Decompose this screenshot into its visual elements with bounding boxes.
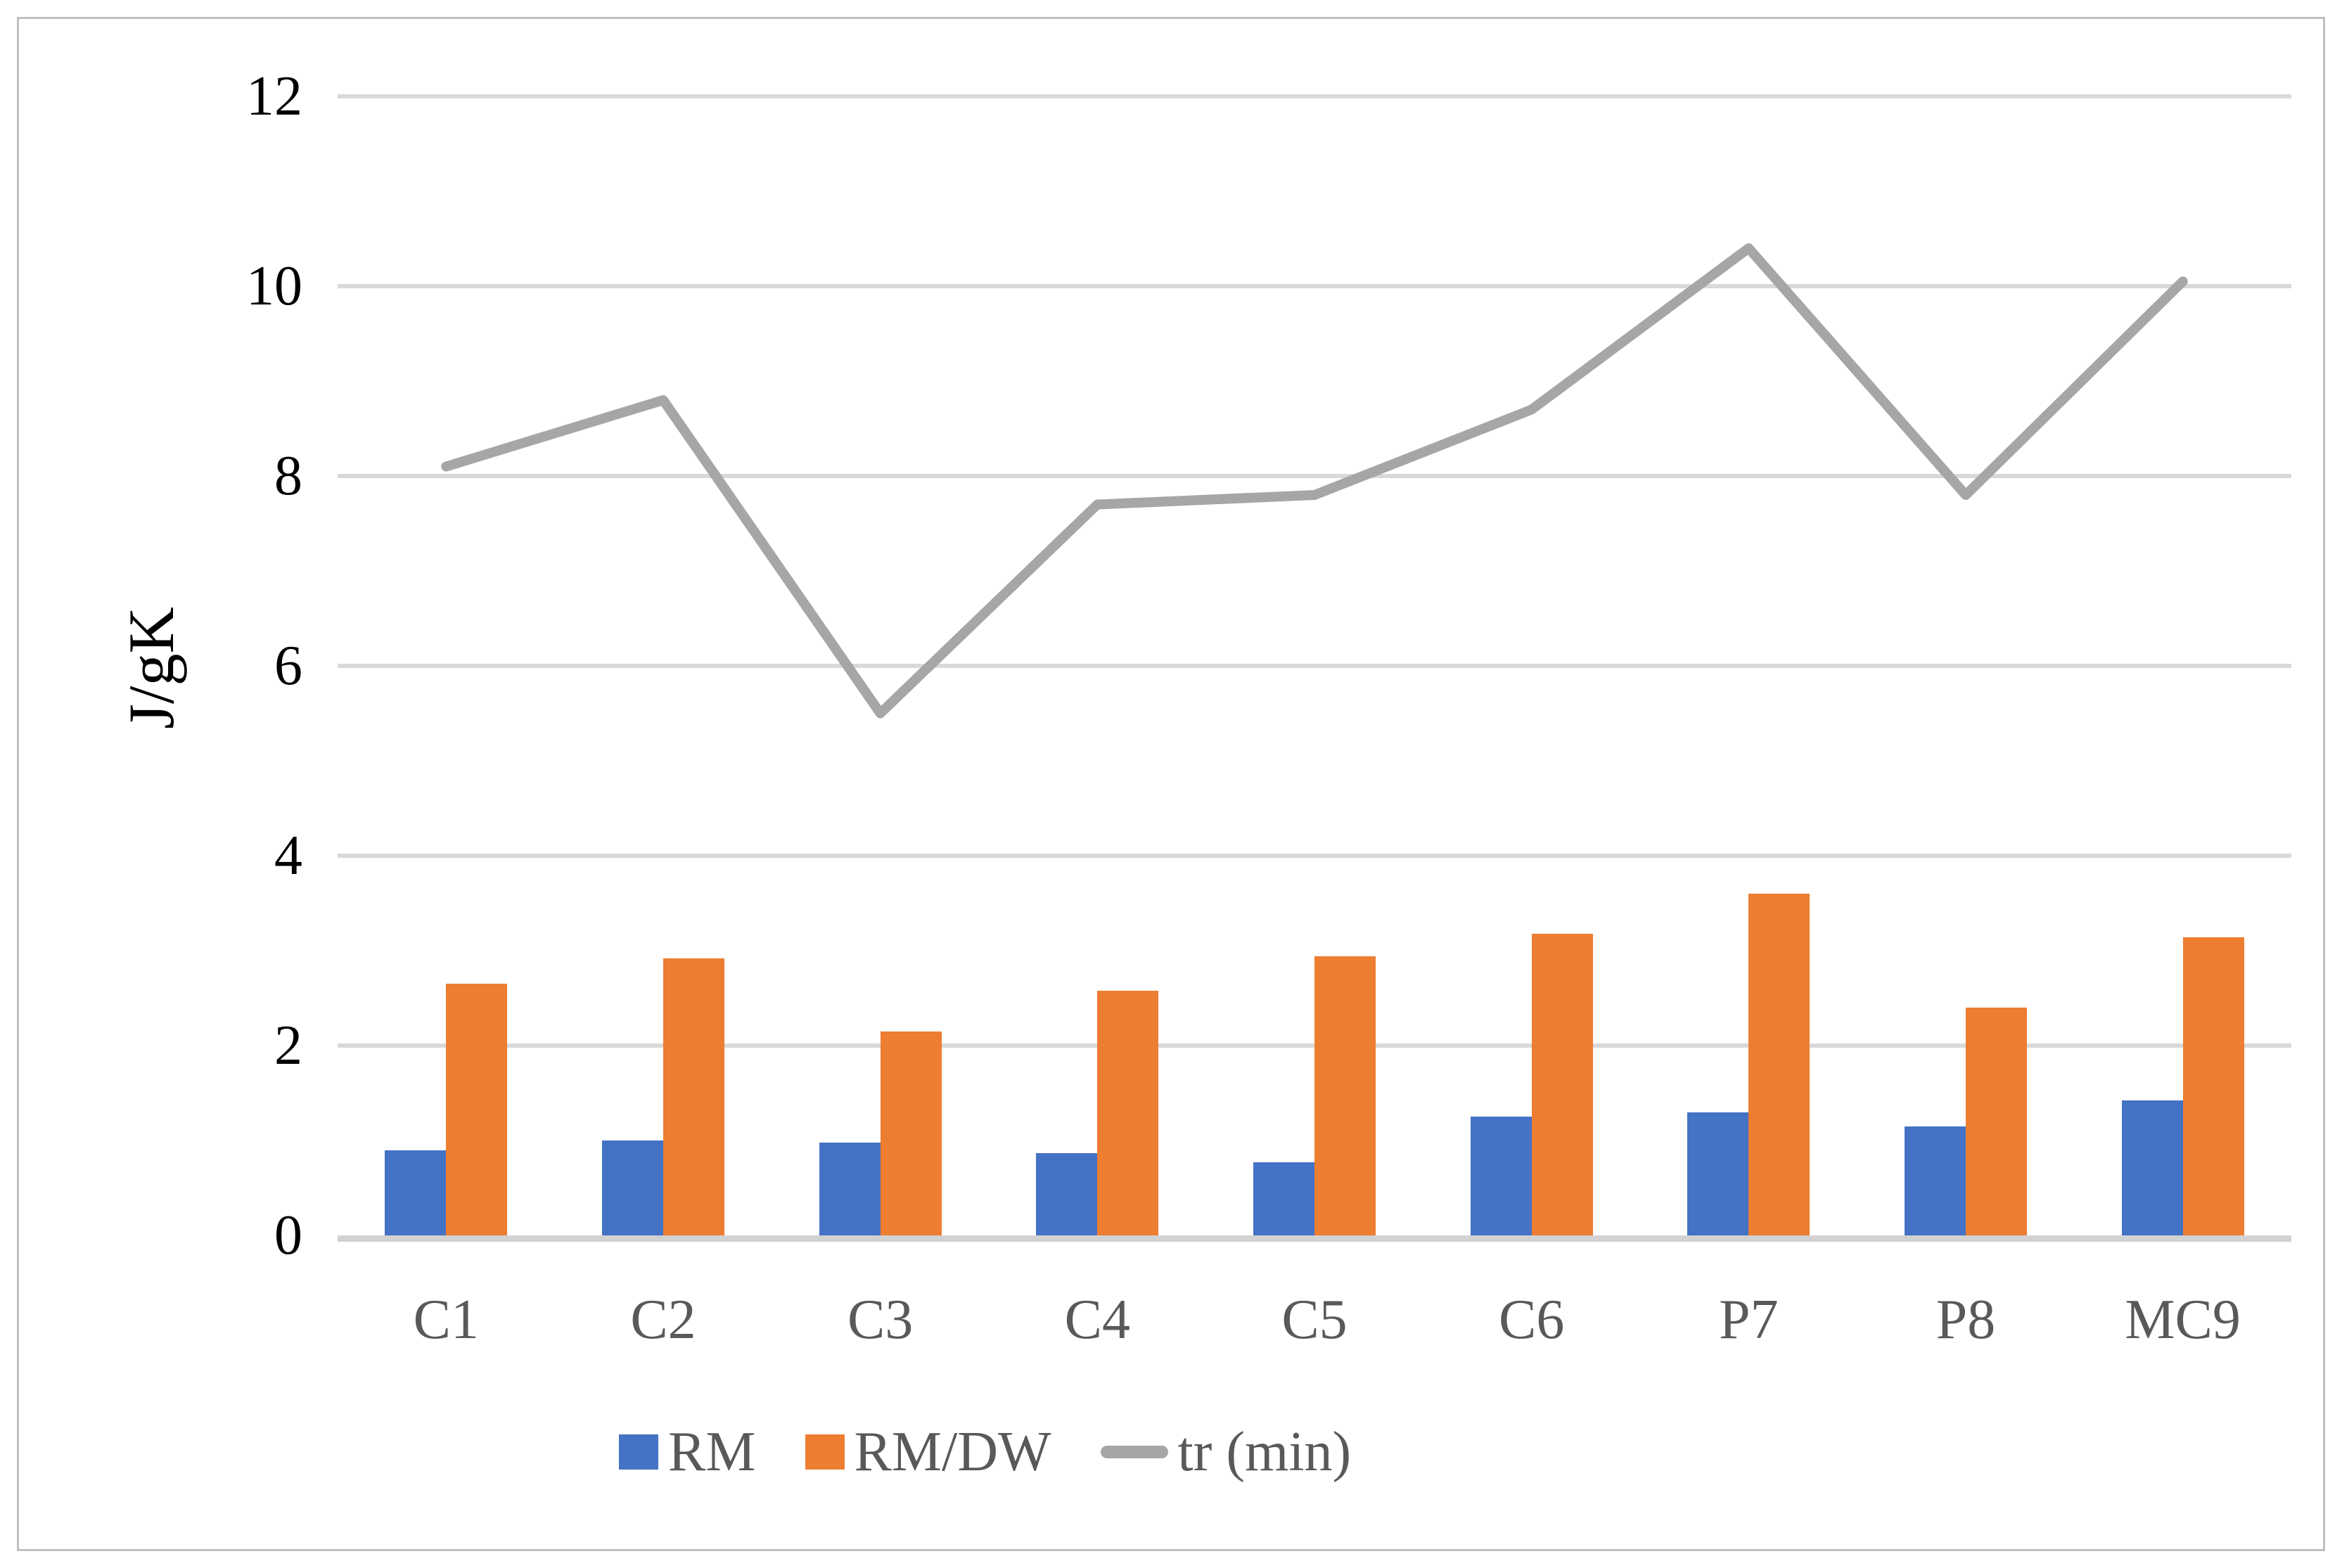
bar-rm-dw-p8 bbox=[1966, 1008, 2027, 1235]
bar-rm-c2 bbox=[602, 1140, 663, 1235]
legend-item-rm: RM bbox=[619, 1417, 756, 1487]
legend-bar-swatch-icon bbox=[805, 1434, 845, 1470]
gridline-y12 bbox=[338, 94, 2291, 98]
bar-rm-dw-p7 bbox=[1748, 894, 1810, 1235]
legend-label: tr (min) bbox=[1177, 1421, 1352, 1483]
bar-rm-c5 bbox=[1253, 1162, 1314, 1235]
bar-rm-dw-c1 bbox=[446, 984, 508, 1235]
y-tick-label-8: 8 bbox=[274, 445, 302, 507]
x-label-p7: P7 bbox=[1719, 1289, 1779, 1351]
x-label-mc9: MC9 bbox=[2125, 1289, 2241, 1351]
bar-rm-p7 bbox=[1687, 1112, 1749, 1235]
legend-label: RM/DW bbox=[854, 1421, 1051, 1483]
x-label-c2: C2 bbox=[630, 1289, 696, 1351]
legend-line-swatch-icon bbox=[1100, 1446, 1168, 1458]
legend-item-tr-min-: tr (min) bbox=[1100, 1417, 1352, 1487]
x-label-c3: C3 bbox=[847, 1289, 914, 1351]
bar-rm-dw-c5 bbox=[1314, 956, 1376, 1235]
legend: RM RM/DW tr (min) bbox=[619, 1410, 1351, 1494]
x-label-p8: P8 bbox=[1935, 1289, 1996, 1351]
bar-rm-c4 bbox=[1036, 1152, 1098, 1235]
x-label-c5: C5 bbox=[1281, 1289, 1348, 1351]
x-label-c1: C1 bbox=[413, 1289, 479, 1351]
bar-rm-c1 bbox=[385, 1150, 447, 1235]
bar-rm-dw-c6 bbox=[1531, 933, 1593, 1235]
bar-rm-c3 bbox=[819, 1142, 881, 1235]
bar-rm-c6 bbox=[1470, 1117, 1532, 1235]
x-label-c6: C6 bbox=[1498, 1289, 1565, 1351]
x-axis-line bbox=[338, 1235, 2291, 1242]
bar-rm-dw-c3 bbox=[880, 1031, 942, 1235]
legend-item-rm-dw: RM/DW bbox=[805, 1417, 1051, 1487]
y-tick-label-10: 10 bbox=[246, 255, 302, 317]
y-tick-label-6: 6 bbox=[274, 635, 302, 697]
gridline-y4 bbox=[338, 854, 2291, 858]
y-tick-label-4: 4 bbox=[274, 825, 302, 887]
bar-rm-p8 bbox=[1905, 1126, 1966, 1235]
legend-bar-swatch-icon bbox=[619, 1434, 658, 1470]
y-tick-label-2: 2 bbox=[274, 1015, 302, 1077]
bar-rm-dw-c2 bbox=[663, 958, 724, 1235]
bar-rm-dw-mc9 bbox=[2182, 937, 2244, 1235]
y-tick-label-0: 0 bbox=[274, 1204, 302, 1266]
x-label-c4: C4 bbox=[1064, 1289, 1130, 1351]
legend-label: RM bbox=[668, 1421, 756, 1483]
bar-rm-mc9 bbox=[2121, 1100, 2183, 1235]
bar-rm-dw-c4 bbox=[1097, 990, 1159, 1235]
y-tick-label-12: 12 bbox=[246, 65, 302, 127]
